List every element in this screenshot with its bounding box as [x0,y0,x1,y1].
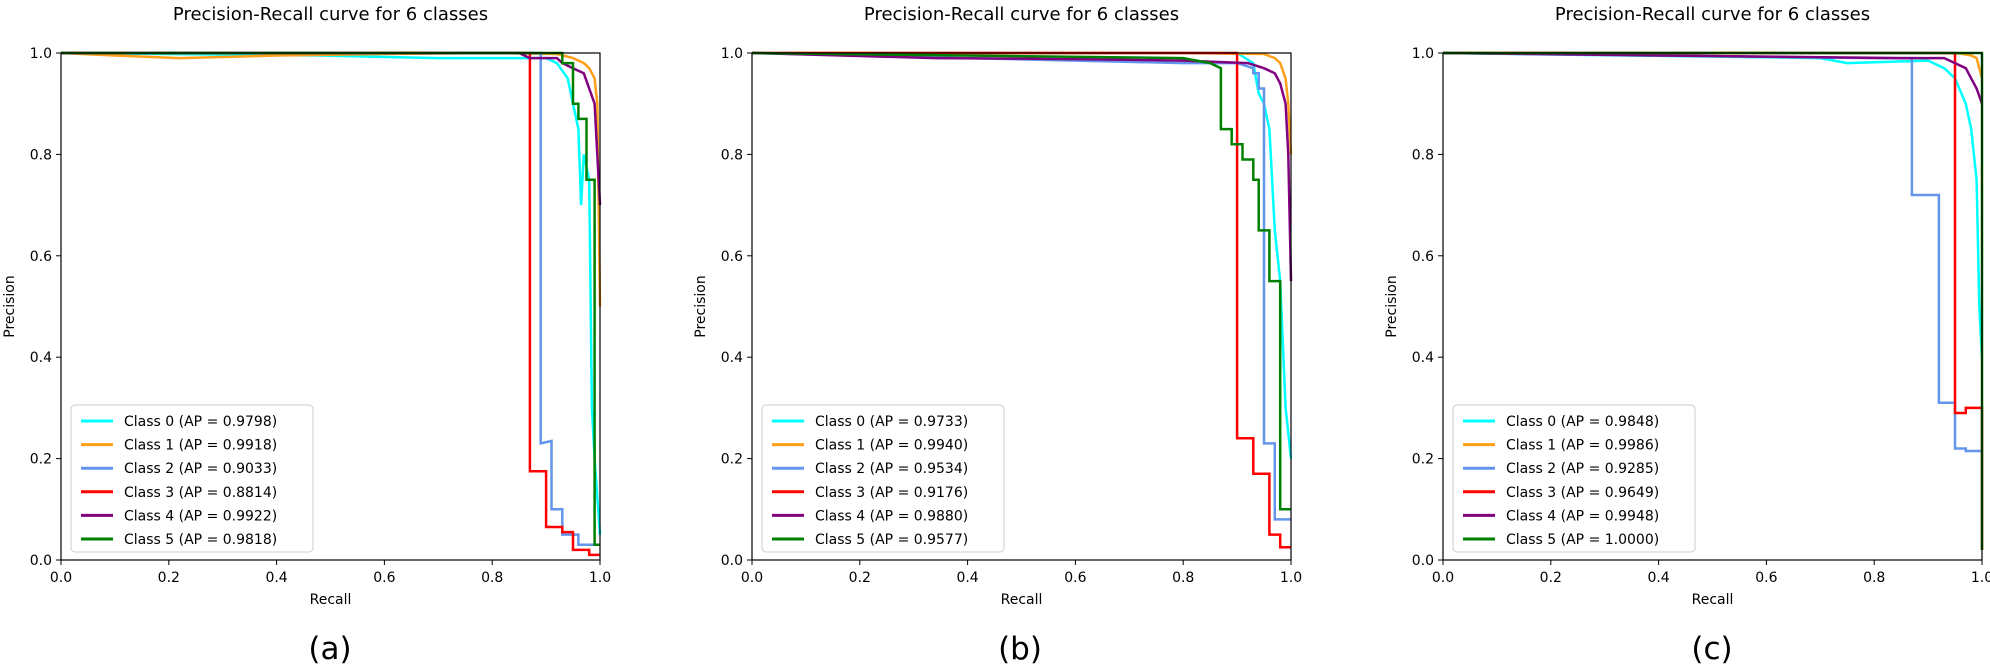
subfigure-caption: (b) [998,631,1042,667]
x-tick-label: 0.2 [849,570,871,586]
y-tick-label: 1.0 [30,46,52,62]
x-tick-label: 0.6 [373,570,395,586]
legend-box [70,404,314,553]
series-lines [61,51,602,557]
x-tick-label: 0.4 [1647,570,1669,586]
y-tick-label: 0.6 [30,249,52,265]
y-tick-label: 1.0 [721,46,743,62]
y-tick-label: 0.0 [30,553,52,569]
chart-title: Precision-Recall curve for 6 classes [864,4,1179,25]
legend-label-class-1: Class 1 (AP = 0.9940) [815,438,968,454]
series-line-class-0 [1443,51,1984,358]
x-tick-label: 1.0 [1971,570,1990,586]
legend-label-class-4: Class 4 (AP = 0.9880) [815,508,968,524]
x-tick-label: 0.6 [1755,570,1777,586]
y-tick-label: 0.8 [30,147,52,163]
y-tick-label: 0.0 [721,553,743,569]
legend-label-class-5: Class 5 (AP = 1.0000) [1506,532,1659,548]
x-tick-label: 1.0 [589,570,611,586]
series-line-class-1 [61,51,602,307]
x-tick-label: 0.0 [50,570,72,586]
subfigure-caption: (a) [308,631,351,667]
series-line-class-5 [61,51,600,547]
y-tick-label: 0.2 [721,452,743,468]
series-line-class-4 [61,51,602,206]
legend-label-class-2: Class 2 (AP = 0.9285) [1506,461,1659,477]
legend-label-class-0: Class 0 (AP = 0.9733) [815,414,968,430]
x-axis-label: Recall [310,592,352,608]
x-tick-label: 0.6 [1064,570,1086,586]
series-line-class-0 [61,51,602,535]
legend-label-class-2: Class 2 (AP = 0.9534) [815,461,968,477]
x-tick-label: 0.2 [158,570,180,586]
legend-label-class-0: Class 0 (AP = 0.9798) [124,414,277,430]
legend: Class 0 (AP = 0.9848) Class 1 (AP = 0.998… [1452,404,1696,553]
legend-label-class-5: Class 5 (AP = 0.9577) [815,532,968,548]
x-tick-label: 0.4 [956,570,978,586]
y-tick-label: 0.0 [1412,553,1434,569]
series-line-class-2 [1443,51,1982,453]
legend-label-class-1: Class 1 (AP = 0.9986) [1506,438,1659,454]
legend: Class 0 (AP = 0.9798) Class 1 (AP = 0.991… [70,404,314,553]
y-axis-label: Precision [2,275,18,337]
legend-box [1452,404,1696,553]
y-tick-label: 0.2 [30,452,52,468]
x-tick-label: 0.8 [1863,570,1885,586]
y-tick-label: 0.8 [1412,147,1434,163]
legend-label-class-3: Class 3 (AP = 0.8814) [124,485,277,501]
x-tick-label: 0.0 [1432,570,1454,586]
legend-label-class-3: Class 3 (AP = 0.9176) [815,485,968,501]
y-tick-label: 1.0 [1412,46,1434,62]
x-tick-label: 0.8 [481,570,503,586]
x-axis-label: Recall [1001,592,1043,608]
x-tick-label: 1.0 [1280,570,1302,586]
x-axis-label: Recall [1692,592,1734,608]
x-tick-label: 0.2 [1540,570,1562,586]
chart-title: Precision-Recall curve for 6 classes [1555,4,1870,25]
legend-label-class-2: Class 2 (AP = 0.9033) [124,461,277,477]
x-tick-label: 0.8 [1172,570,1194,586]
series-line-class-2 [752,51,1291,521]
y-tick-label: 0.2 [1412,452,1434,468]
y-tick-label: 0.6 [721,249,743,265]
plot-frame [60,52,601,561]
subfigure-caption: (c) [1691,631,1732,667]
series-line-class-3 [61,51,600,557]
x-tick-label: 0.4 [265,570,287,586]
legend: Class 0 (AP = 0.9733) Class 1 (AP = 0.994… [761,404,1005,553]
series-lines [752,51,1293,549]
x-tick-label: 0.0 [741,570,763,586]
series-line-class-3 [752,51,1291,549]
y-tick-label: 0.8 [721,147,743,163]
series-line-class-4 [752,51,1293,282]
plot-frame [1442,52,1983,561]
series-line-class-1 [752,51,1293,155]
series-line-class-5 [752,51,1291,511]
series-line-class-0 [752,51,1293,459]
series-line-class-4 [1443,51,1984,105]
legend-label-class-3: Class 3 (AP = 0.9649) [1506,485,1659,501]
chart-title: Precision-Recall curve for 6 classes [173,4,488,25]
y-tick-label: 0.6 [1412,249,1434,265]
legend-label-class-4: Class 4 (AP = 0.9948) [1506,508,1659,524]
legend-label-class-1: Class 1 (AP = 0.9918) [124,438,277,454]
y-tick-label: 0.4 [721,350,743,366]
legend-box [761,404,1005,553]
y-axis-label: Precision [693,275,709,337]
legend-label-class-4: Class 4 (AP = 0.9922) [124,508,277,524]
legend-label-class-5: Class 5 (AP = 0.9818) [124,532,277,548]
y-tick-label: 0.4 [1412,350,1434,366]
legend-label-class-0: Class 0 (AP = 0.9848) [1506,414,1659,430]
y-tick-label: 0.4 [30,350,52,366]
y-axis-label: Precision [1384,275,1400,337]
plot-frame [751,52,1292,561]
